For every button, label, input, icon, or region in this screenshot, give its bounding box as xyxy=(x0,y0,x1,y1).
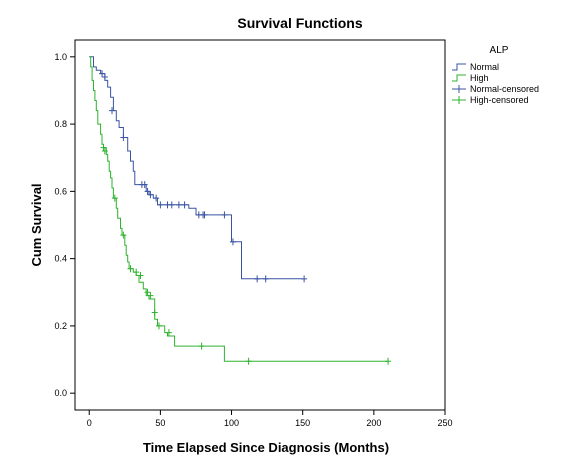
censored-mark-normal xyxy=(181,201,188,209)
legend-label: Normal xyxy=(470,62,499,72)
censored-mark-high xyxy=(155,322,162,330)
y-axis-label: Cum Survival xyxy=(29,183,44,266)
censored-mark-normal xyxy=(229,238,236,246)
censored-mark-normal xyxy=(157,201,164,209)
legend: ALP NormalHighNormal-censoredHigh-censor… xyxy=(452,45,539,105)
y-tick-label: 0.8 xyxy=(54,119,67,129)
censored-mark-high xyxy=(101,147,108,155)
legend-label: High-censored xyxy=(470,95,529,105)
censored-mark-normal xyxy=(109,107,115,115)
chart-title: Survival Functions xyxy=(237,15,362,31)
censored-mark-normal xyxy=(101,73,108,81)
censored-mark-normal xyxy=(301,275,308,283)
censored-mark-normal xyxy=(201,211,208,219)
censored-mark-high xyxy=(245,357,252,365)
censored-mark-normal xyxy=(168,201,175,209)
legend-title: ALP xyxy=(490,45,509,56)
censored-mark-normal xyxy=(153,194,160,202)
censored-mark-high xyxy=(144,288,151,296)
x-tick-label: 200 xyxy=(366,418,381,428)
y-tick-label: 0.2 xyxy=(54,321,67,331)
censored-mark-normal xyxy=(221,211,228,219)
series-line-normal xyxy=(89,56,303,280)
censored-mark-normal xyxy=(254,275,261,283)
censored-mark-normal xyxy=(144,187,151,195)
y-tick-label: 0.6 xyxy=(54,186,67,196)
legend-swatch xyxy=(452,96,466,104)
censored-mark-normal xyxy=(120,134,127,142)
legend-swatch xyxy=(452,63,466,71)
censored-mark-high xyxy=(137,271,144,279)
censored-mark-high xyxy=(127,265,134,273)
censored-mark-high xyxy=(385,357,392,365)
censored-mark-high xyxy=(111,194,118,202)
censored-mark-normal xyxy=(262,275,269,283)
censored-mark-normal xyxy=(99,70,106,78)
series-line-high xyxy=(89,56,389,362)
censored-mark-normal xyxy=(147,191,154,199)
x-axis-label: Time Elapsed Since Diagnosis (Months) xyxy=(143,440,389,455)
legend-label: High xyxy=(470,73,489,83)
y-tick-label: 0.0 xyxy=(54,388,67,398)
x-tick-label: 250 xyxy=(437,418,452,428)
censored-mark-high xyxy=(100,144,107,152)
censored-mark-high xyxy=(120,231,127,239)
x-tick-label: 150 xyxy=(295,418,310,428)
censored-mark-high xyxy=(198,342,205,350)
y-tick-label: 0.4 xyxy=(54,254,67,264)
y-axis: 0.0 0.2 0.4 0.6 0.8 1.0 xyxy=(54,52,75,398)
x-tick-label: 0 xyxy=(87,418,92,428)
censored-mark-high xyxy=(147,292,154,300)
censored-mark-high xyxy=(165,329,172,337)
censored-mark-high xyxy=(133,268,140,276)
censored-mark-high xyxy=(151,308,158,316)
plot-frame xyxy=(74,39,446,411)
legend-label: Normal-censored xyxy=(470,84,539,94)
x-tick-label: 100 xyxy=(224,418,239,428)
y-tick-label: 1.0 xyxy=(54,52,67,62)
legend-swatch xyxy=(452,85,466,93)
censored-mark-normal xyxy=(175,201,182,209)
legend-swatch xyxy=(452,74,466,82)
x-tick-label: 50 xyxy=(155,418,165,428)
x-axis: 0 50 100 150 200 250 xyxy=(87,410,453,428)
censored-mark-normal xyxy=(141,181,148,189)
series-layer xyxy=(89,56,392,365)
